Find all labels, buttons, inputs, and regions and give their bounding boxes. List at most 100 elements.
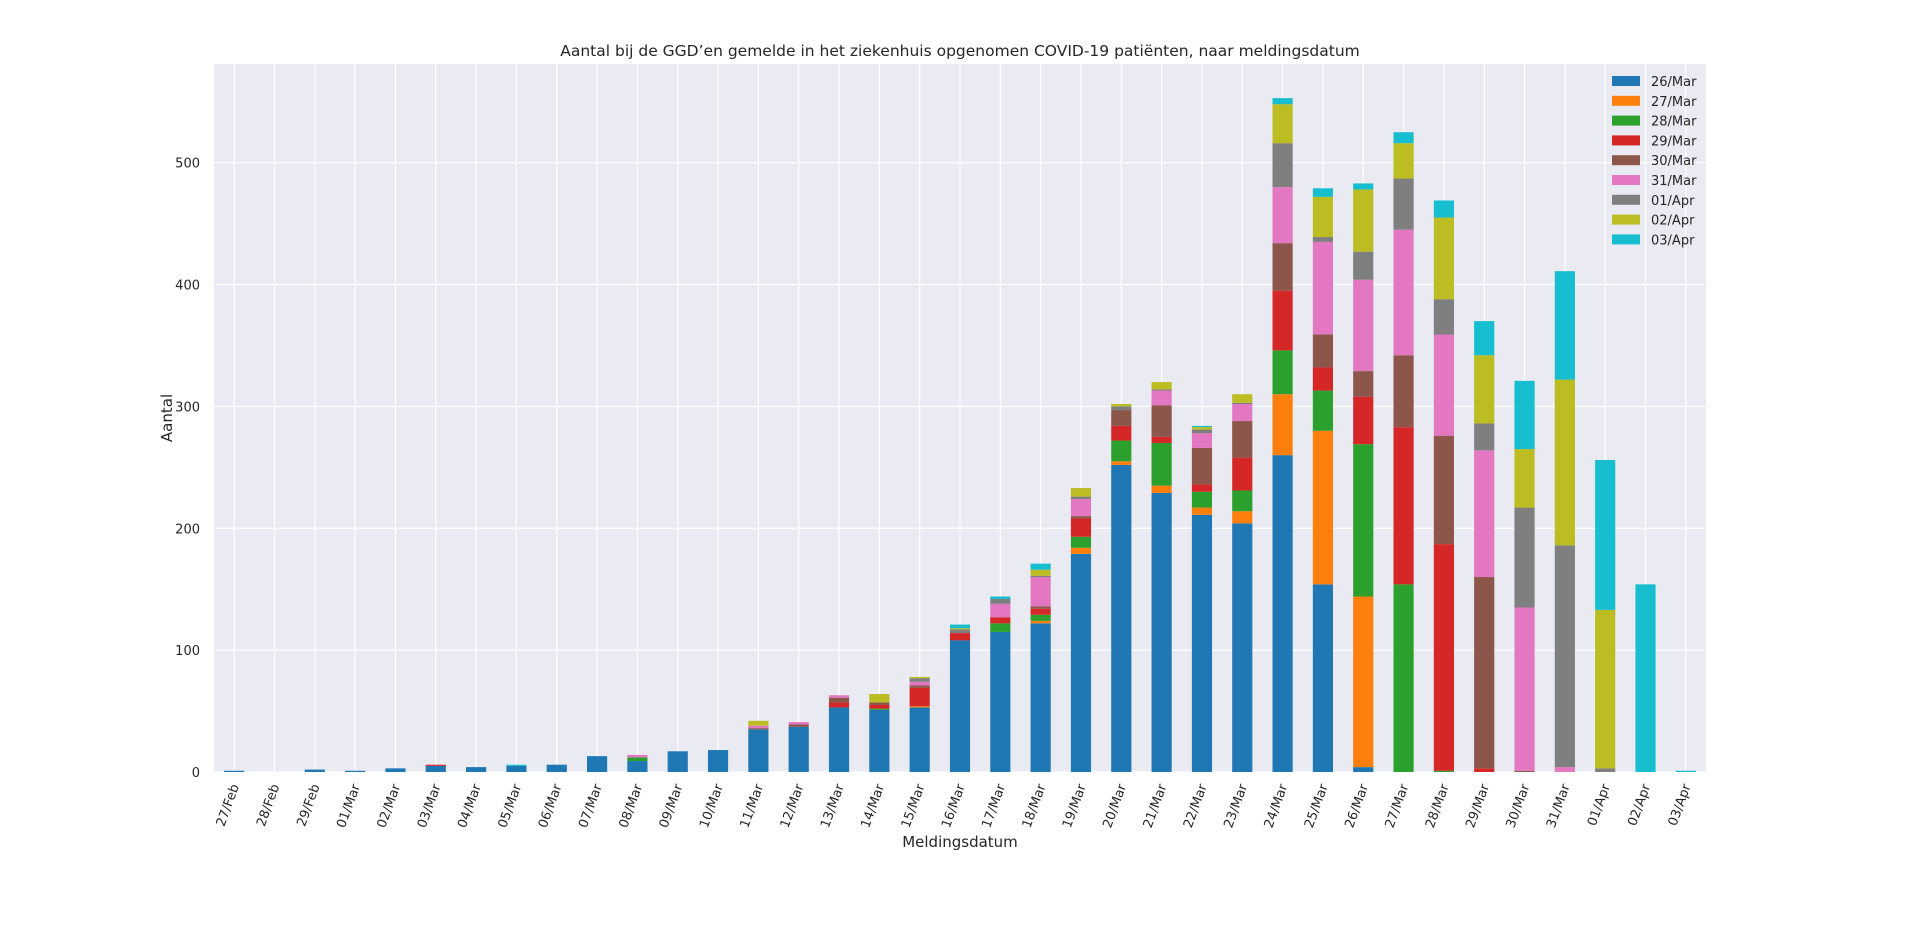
x-tick-label: 04/Mar [455, 782, 485, 830]
legend-swatch [1612, 95, 1640, 106]
bar-segment-30-Mar-22-Mar [1191, 447, 1213, 485]
bar-segment-29-Mar-20-Mar [1111, 425, 1132, 441]
x-tick-label: 27/Mar [1383, 782, 1413, 830]
bar-segment-29-Mar-25-Mar [1312, 367, 1333, 391]
bar-segment-28-Mar-25-Mar [1312, 390, 1333, 431]
bar-segment-03-Apr-30-Mar [1514, 380, 1535, 450]
x-tick-label: 17/Mar [979, 782, 1009, 830]
bar-segment-30-Mar-24-Mar [1272, 243, 1293, 291]
legend-label: 29/Mar [1651, 134, 1697, 149]
x-tick-label: 29/Feb [294, 782, 323, 828]
bar-segment-29-Mar-27-Mar [1393, 427, 1414, 585]
bar-segment-26-Mar-25-Mar [1312, 584, 1333, 772]
bar-segment-30-Mar-28-Mar [1433, 435, 1454, 545]
bar-segment-02-Apr-19-Mar [1070, 488, 1092, 497]
x-tick-label: 25/Mar [1302, 782, 1332, 830]
chart-title: Aantal bij de GGD’en gemelde in het ziek… [560, 42, 1360, 60]
bar-segment-26-Mar-06-Mar [546, 764, 567, 772]
bar-segment-29-Mar-14-Mar [869, 704, 890, 709]
bar-segment-01-Apr-16-Mar [949, 629, 971, 634]
x-tick-label: 07/Mar [576, 782, 606, 830]
bar-segment-26-Mar-17-Mar [990, 631, 1011, 772]
bar-segment-29-Mar-24-Mar [1272, 290, 1293, 351]
bar-segment-31-Mar-11-Mar [748, 725, 769, 729]
bar-segment-02-Apr-24-Mar [1272, 104, 1293, 144]
bar-segment-26-Mar-24-Mar [1272, 455, 1293, 772]
bar-segment-30-Mar-27-Mar [1393, 355, 1414, 428]
bar-segment-30-Mar-26-Mar [1353, 371, 1374, 397]
bar-segment-28-Mar-24-Mar [1272, 350, 1293, 395]
bar-segment-31-Mar-15-Mar [909, 681, 930, 686]
x-tick-label: 26/Mar [1342, 782, 1372, 830]
bar-segment-28-Mar-22-Mar [1191, 491, 1213, 508]
bar-segment-02-Apr-25-Mar [1312, 196, 1333, 238]
legend-label: 01/Apr [1651, 194, 1695, 209]
bar-segment-30-Mar-19-Mar [1070, 516, 1092, 519]
bar-segment-01-Apr-26-Mar [1353, 251, 1374, 280]
bar-segment-27-Mar-22-Mar [1191, 507, 1213, 515]
legend-swatch [1612, 214, 1640, 225]
bar-segment-31-Mar-18-Mar [1030, 577, 1051, 607]
x-tick-label: 16/Mar [939, 782, 969, 830]
bar-segment-03-Apr-03-Apr [1675, 770, 1696, 772]
bar-segment-02-Apr-20-Mar [1111, 403, 1132, 407]
bar-segment-29-Mar-23-Mar [1232, 457, 1253, 491]
bar-segment-31-Mar-21-Mar [1151, 390, 1172, 406]
bar-segment-01-Apr-20-Mar [1111, 406, 1132, 411]
bar-segment-29-Mar-03-Mar [425, 764, 446, 766]
x-tick-label: 08/Mar [617, 782, 647, 830]
bar-segment-29-Mar-17-Mar [990, 617, 1011, 624]
bar-segment-31-Mar-17-Mar [990, 603, 1011, 618]
bar-segment-29-Mar-16-Mar [949, 633, 971, 641]
bar-segment-31-Mar-28-Mar [1433, 334, 1454, 436]
bar-segment-03-Apr-22-Mar [1191, 425, 1213, 428]
bar-segment-03-Apr-02-Apr [1635, 584, 1656, 772]
x-tick-label: 31/Mar [1544, 782, 1574, 830]
bar-segment-30-Mar-15-Mar [909, 685, 930, 688]
bar-segment-27-Mar-20-Mar [1111, 461, 1132, 465]
legend-swatch [1612, 115, 1640, 126]
bar-segment-03-Apr-01-Apr [1595, 460, 1616, 610]
x-tick-label: 05/Mar [496, 782, 526, 830]
legend-swatch [1612, 135, 1640, 146]
bar-segment-03-Apr-18-Mar [1030, 563, 1051, 570]
legend-label: 27/Mar [1651, 95, 1697, 110]
bar-segment-28-Mar-21-Mar [1151, 442, 1172, 486]
bar-segment-27-Mar-23-Mar [1232, 511, 1253, 524]
x-tick-label: 11/Mar [737, 782, 767, 830]
bar-segment-26-Mar-13-Mar [828, 707, 850, 772]
bar-segment-26-Mar-21-Mar [1151, 492, 1172, 772]
bar-segment-03-Apr-16-Mar [949, 624, 971, 629]
legend-label: 28/Mar [1651, 115, 1697, 130]
y-tick-label: 300 [175, 400, 200, 415]
bar-segment-31-Mar-19-Mar [1070, 499, 1092, 517]
bar-segment-29-Mar-19-Mar [1070, 518, 1092, 537]
bar-segment-02-Apr-01-Apr [1595, 609, 1616, 769]
legend-swatch [1612, 175, 1640, 185]
bar-segment-02-Apr-18-Mar [1030, 569, 1051, 576]
x-tick-label: 13/Mar [818, 782, 848, 830]
bar-segment-28-Mar-27-Mar [1393, 584, 1414, 772]
bar-segment-01-Apr-27-Mar [1393, 178, 1414, 230]
bar-segment-28-Mar-18-Mar [1030, 614, 1051, 621]
bar-segment-27-Mar-18-Mar [1030, 620, 1051, 624]
bar-segment-27-Mar-25-Mar [1312, 430, 1333, 585]
bar-segment-30-Mar-25-Mar [1312, 334, 1333, 368]
bar-segment-02-Apr-29-Mar [1474, 355, 1495, 424]
bar-segment-26-Mar-15-Mar [909, 707, 930, 772]
bar-segment-29-Mar-22-Mar [1191, 484, 1213, 492]
bar-segment-29-Mar-15-Mar [909, 687, 930, 707]
bar-segment-03-Apr-24-Mar [1272, 98, 1293, 105]
bar-segment-29-Mar-26-Mar [1353, 396, 1374, 445]
bar-segment-28-Mar-19-Mar [1070, 536, 1092, 548]
x-tick-label: 01/Apr [1585, 782, 1614, 829]
legend-swatch [1612, 194, 1640, 205]
bar-segment-28-Mar-28-Mar [1433, 770, 1454, 772]
bar-segment-26-Mar-22-Mar [1191, 514, 1213, 772]
bar-segment-26-Mar-01-Mar [345, 770, 366, 772]
bar-segment-30-Mar-20-Mar [1111, 410, 1132, 426]
x-tick-label: 06/Mar [536, 782, 566, 830]
bar-segment-01-Apr-19-Mar [1070, 496, 1092, 500]
legend-swatch [1612, 234, 1640, 245]
